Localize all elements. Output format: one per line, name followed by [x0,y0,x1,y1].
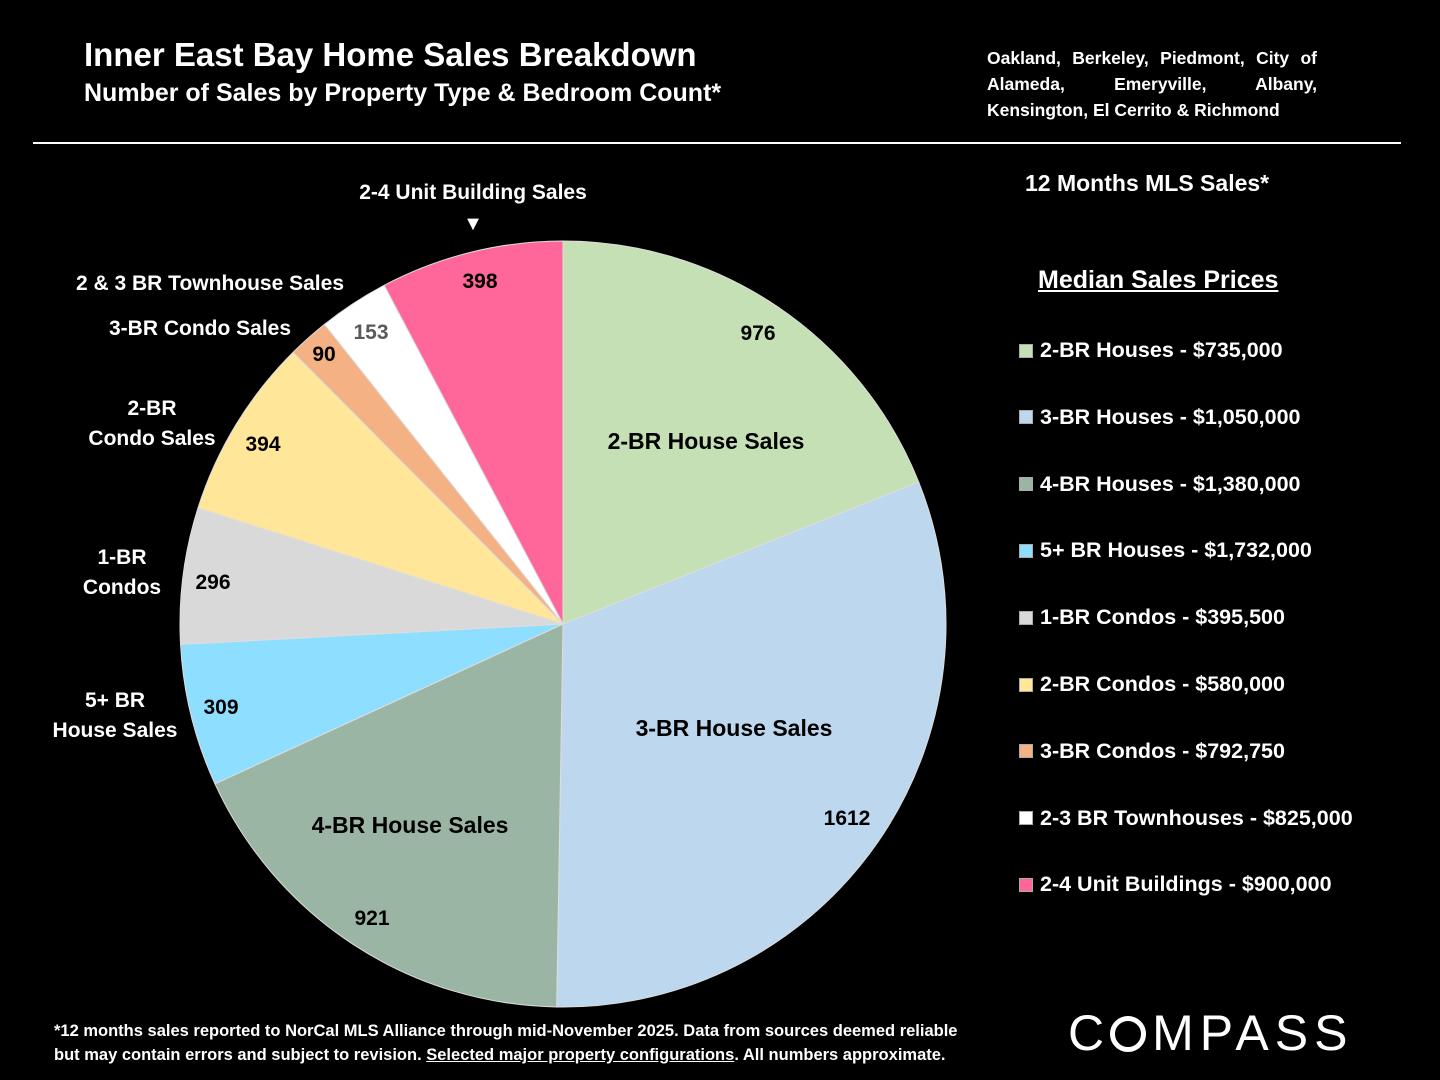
legend-item: 3-BR Condos - $792,750 [1019,739,1285,764]
category-label: 4-BR House Sales [311,812,509,838]
data-label: 921 [354,907,390,930]
legend-label: 5+ BR Houses - $1,732,000 [1040,538,1312,563]
compass-logo: C MPASS [1068,1005,1354,1061]
data-label: 1612 [823,807,871,830]
region-list: Oakland, Berkeley, Piedmont, City of Ala… [987,48,1317,120]
legend-swatch [1019,477,1033,492]
pie-slice [383,240,564,625]
legend-swatch [1019,343,1033,358]
legend-label: 2-3 BR Townhouses - $825,000 [1040,805,1353,830]
legend-label: 2-BR Condos - $580,000 [1040,672,1285,696]
chart-subtitle: Number of Sales by Property Type & Bedro… [84,79,722,107]
pie-slice [556,481,947,1008]
divider [33,142,1401,144]
legend-item: 4-BR Houses - $1,380,000 [1019,472,1301,497]
footnote: *12 months sales reported to NorCal MLS … [54,1019,957,1067]
legend-swatch [1019,410,1033,425]
legend-item: 2-BR Condos - $580,000 [1019,672,1285,697]
legend-title: Median Sales Prices [1038,266,1279,294]
category-label: 1-BR Condos [82,546,162,599]
legend-item: 1-BR Condos - $395,500 [1019,605,1285,630]
legend-item: 2-3 BR Townhouses - $825,000 [1019,806,1353,831]
legend-swatch [1019,744,1033,759]
legend-label: 3-BR Condos - $792,750 [1040,738,1285,763]
category-label: 2-BR Condo Sales [88,397,216,450]
pie-slice [562,240,920,625]
category-label: 2 & 3 BR Townhouse Sales [75,272,345,295]
legend-swatch [1019,811,1033,826]
footnote-line-1: *12 months sales reported to NorCal MLS … [54,1022,958,1040]
data-label: 394 [245,433,281,456]
pie-slice [214,623,564,1008]
legend-label: 1-BR Condos - $395,500 [1040,605,1285,630]
legend-label: 4-BR Houses - $1,380,000 [1040,471,1301,496]
legend-swatch [1019,677,1033,692]
footnote-line-2: but may contain errors and subject to re… [54,1046,427,1064]
category-label: 2-BR House Sales [607,428,805,454]
chart-title: Inner East Bay Home Sales Breakdown [84,36,697,73]
category-label: 2-4 Unit Building Sales [359,181,587,204]
legend-heading: 12 Months MLS Sales* [1025,170,1270,196]
legend-item: 2-4 Unit Buildings - $900,000 [1019,872,1332,897]
legend-item: 5+ BR Houses - $1,732,000 [1019,538,1312,563]
data-label: 976 [740,322,776,345]
legend-label: 3-BR Houses - $1,050,000 [1040,404,1301,429]
pie-slice [197,351,564,625]
pie-slice [179,507,564,645]
data-label: 296 [195,571,231,594]
legend-swatch [1019,877,1033,892]
category-label: 3-BR House Sales [635,715,833,741]
legend-label: 2-4 Unit Buildings - $900,000 [1040,872,1332,897]
category-label: 3-BR Condo Sales [108,317,292,340]
data-label: 398 [462,270,498,293]
data-label: 153 [353,321,389,344]
legend-item: 3-BR Houses - $1,050,000 [1019,405,1301,430]
data-label: 90 [312,343,336,366]
category-label: 5+ BR House Sales [52,689,178,742]
data-label: 309 [203,696,239,719]
pie-slice [180,623,564,785]
legend-swatch [1019,543,1033,558]
legend-label: 2-BR Houses - $735,000 [1040,338,1283,362]
footnote-line-2-end: . All numbers approximate. [734,1046,946,1064]
footnote-link: Selected major property configurations [426,1046,735,1064]
legend-item: 2-BR Houses - $735,000 [1019,338,1283,363]
arrow-down-icon: ▼ [463,213,483,235]
legend-swatch [1019,610,1033,625]
